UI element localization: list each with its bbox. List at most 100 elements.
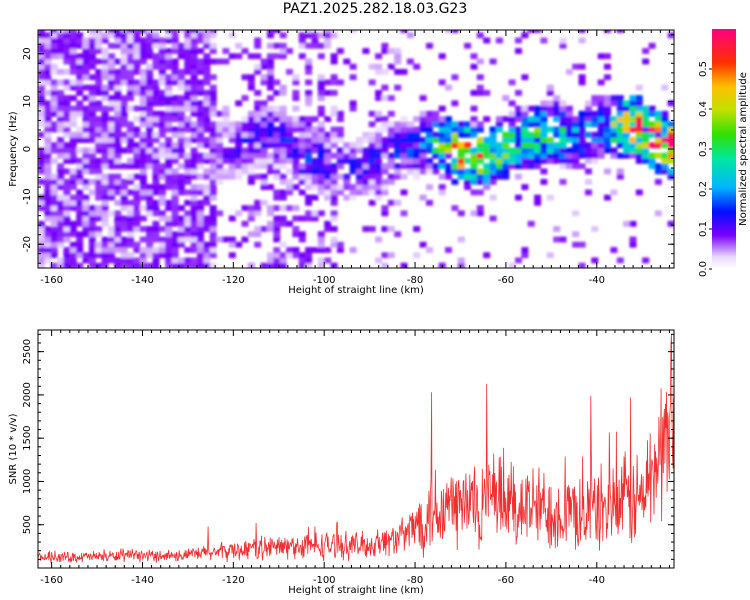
heatmap-cell bbox=[451, 142, 459, 149]
heatmap-cell bbox=[267, 95, 274, 101]
heatmap-cell bbox=[88, 58, 96, 65]
heatmap-cell bbox=[317, 121, 325, 128]
heatmap-cell bbox=[394, 58, 402, 65]
heatmap-cell bbox=[629, 126, 637, 133]
heatmap-cell bbox=[139, 257, 147, 264]
heatmap-cell bbox=[311, 173, 319, 180]
heatmap-cell bbox=[394, 53, 402, 60]
heatmap-cell bbox=[273, 262, 281, 268]
heatmap-cell bbox=[50, 126, 58, 133]
heatmap-cell bbox=[63, 110, 71, 117]
heatmap-cell bbox=[171, 179, 179, 185]
heatmap-cell bbox=[95, 79, 103, 86]
heatmap-cell bbox=[165, 63, 173, 70]
heatmap-cell bbox=[648, 126, 656, 133]
heatmap-cell bbox=[597, 126, 605, 133]
heatmap-cell bbox=[394, 173, 402, 180]
heatmap-cell bbox=[381, 142, 389, 149]
heatmap-cell bbox=[419, 158, 427, 164]
heatmap-cell bbox=[127, 231, 134, 238]
heatmap-cell bbox=[146, 210, 154, 217]
heatmap-cell bbox=[553, 142, 561, 149]
heatmap-cell bbox=[661, 110, 669, 117]
heatmap-cell bbox=[165, 173, 173, 180]
heatmap-cell bbox=[133, 194, 141, 201]
heatmap-cell bbox=[222, 126, 230, 133]
heatmap-cell bbox=[635, 110, 643, 117]
heatmap-cell bbox=[203, 121, 211, 128]
heatmap-cell bbox=[260, 121, 268, 128]
heatmap-cell bbox=[76, 158, 84, 164]
heatmap-cell bbox=[158, 247, 166, 253]
heatmap-cell bbox=[597, 95, 605, 101]
heatmap-cell bbox=[273, 131, 281, 138]
heatmap-cell bbox=[38, 158, 45, 164]
heatmap-cell bbox=[279, 53, 287, 60]
heatmap-cell bbox=[152, 158, 160, 164]
heatmap-cell bbox=[197, 69, 204, 75]
heatmap-cell bbox=[127, 241, 134, 248]
heatmap-cell bbox=[165, 95, 173, 101]
heatmap-cell bbox=[108, 226, 115, 232]
heatmap-cell bbox=[406, 126, 414, 133]
heatmap-cell bbox=[470, 90, 478, 96]
heatmap-cell bbox=[457, 236, 465, 243]
heatmap-cell bbox=[273, 231, 281, 238]
heatmap-cell bbox=[120, 147, 128, 154]
heatmap-cell bbox=[69, 137, 77, 143]
heatmap-cell bbox=[152, 147, 160, 154]
heatmap-cell bbox=[50, 262, 58, 268]
heatmap-cell bbox=[457, 147, 465, 154]
heatmap-cell bbox=[228, 32, 236, 39]
heatmap-cell bbox=[438, 152, 446, 159]
heatmap-cell bbox=[330, 262, 338, 268]
heatmap-cell bbox=[108, 121, 115, 128]
heatmap-cell bbox=[267, 58, 274, 65]
heatmap-cell bbox=[616, 168, 624, 175]
heatmap-cell bbox=[177, 184, 185, 190]
heatmap-cell bbox=[527, 152, 535, 159]
heatmap-cell bbox=[209, 262, 217, 268]
heatmap-cell bbox=[120, 199, 128, 206]
heatmap-cell bbox=[387, 152, 395, 159]
heatmap-cell bbox=[330, 126, 338, 133]
heatmap-cell bbox=[667, 100, 674, 107]
heatmap-cell bbox=[375, 179, 383, 185]
heatmap-cell bbox=[171, 205, 179, 211]
heatmap-cell bbox=[171, 32, 179, 39]
heatmap-cell bbox=[648, 142, 656, 149]
heatmap-cell bbox=[95, 142, 103, 149]
heatmap-cell bbox=[165, 126, 173, 133]
heatmap-cell bbox=[476, 137, 484, 143]
heatmap-cell bbox=[578, 79, 586, 86]
heatmap-cell bbox=[610, 152, 618, 159]
heatmap-cell bbox=[483, 116, 491, 122]
heatmap-cell bbox=[260, 74, 268, 81]
heatmap-cell bbox=[171, 252, 179, 259]
heatmap-cell bbox=[165, 84, 173, 91]
heatmap-cell bbox=[451, 100, 459, 107]
heatmap-cell bbox=[368, 110, 376, 117]
heatmap-cell bbox=[553, 105, 561, 112]
heatmap-cell bbox=[349, 168, 357, 175]
heatmap-cell bbox=[184, 95, 192, 101]
y-tick-label: 1500 bbox=[22, 425, 33, 450]
heatmap-cell bbox=[356, 147, 363, 154]
heatmap-cell bbox=[311, 184, 319, 190]
heatmap-cell bbox=[158, 142, 166, 149]
heatmap-cell bbox=[527, 121, 535, 128]
heatmap-cell bbox=[38, 58, 45, 65]
heatmap-cell bbox=[120, 137, 128, 143]
heatmap-cell bbox=[438, 105, 446, 112]
heatmap-cell bbox=[356, 142, 363, 149]
heatmap-cell bbox=[190, 95, 198, 101]
heatmap-cell bbox=[597, 116, 605, 122]
heatmap-cell bbox=[82, 226, 90, 232]
heatmap-cell bbox=[76, 189, 84, 196]
heatmap-cell bbox=[165, 105, 173, 112]
heatmap-cell bbox=[190, 184, 198, 190]
heatmap-cell bbox=[63, 142, 71, 149]
heatmap-cell bbox=[114, 158, 122, 164]
heatmap-cell bbox=[209, 210, 217, 217]
heatmap-cell bbox=[279, 189, 287, 196]
